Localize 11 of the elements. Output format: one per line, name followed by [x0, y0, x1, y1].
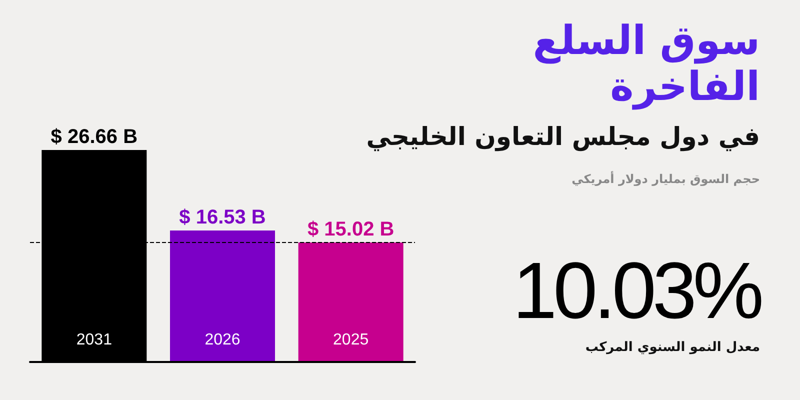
x-tick-label: 2026: [204, 332, 240, 348]
text: 10.03%: [512, 245, 760, 337]
data-label: $ 16.53 B: [179, 206, 266, 229]
text: سوق السلع الفاخرة: [532, 18, 760, 110]
data-label: $ 15.02 B: [307, 218, 394, 241]
x-tick-label: 2031: [76, 332, 112, 348]
text: معدل النمو السنوي المركب: [585, 340, 760, 355]
text: حجم السوق بمليار دولار أمريكي: [572, 172, 760, 186]
x-tick-label: 2025: [333, 332, 369, 348]
data-label: $ 26.66 B: [50, 126, 138, 148]
text: في دول مجلس التعاون الخليجي: [366, 122, 760, 151]
